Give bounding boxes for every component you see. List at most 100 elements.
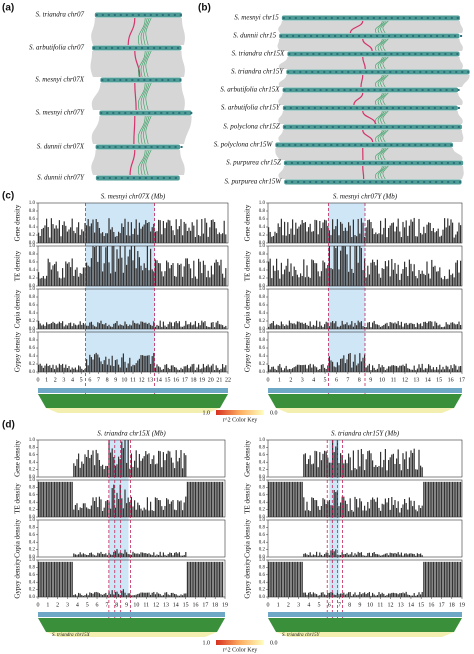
density-bar [309,591,311,597]
density-bar [404,366,406,372]
density-bar [450,322,452,329]
density-bar [271,278,273,286]
density-bar [412,553,414,557]
density-bar [365,367,367,372]
density-bar [121,590,123,597]
density-bar [429,222,431,243]
track-dot [100,112,103,114]
density-bar [42,276,44,286]
y-tick-label: 0.2 [259,548,266,553]
density-bar [456,231,458,243]
density-bar [183,221,185,243]
track-dot [441,181,444,183]
density-bar [81,554,83,557]
density-bar [357,320,359,329]
density-bar [343,355,345,372]
density-bar [420,323,422,329]
density-bar [100,361,102,372]
density-bar [333,551,335,557]
density-bar [271,366,273,372]
density-bar [100,320,102,329]
density-bar [306,463,308,477]
density-bar [188,481,190,517]
density-bar [44,561,46,597]
density-bar [304,510,306,517]
track-dot [349,107,352,109]
density-bar [164,271,166,286]
y-tick-label: 0.8 [29,486,36,491]
density-bar [204,264,206,286]
density-bar [312,592,314,597]
pink-link [362,38,373,52]
density-bar [122,553,124,557]
density-bar [429,365,431,372]
track-dot [165,47,168,49]
density-bar [332,361,334,372]
density-bar [146,355,148,372]
density-bar [287,481,289,517]
track-dot [107,79,110,81]
density-bar [272,321,274,329]
density-bar [455,481,457,517]
density-bar [174,367,176,372]
density-bar [222,273,224,286]
density-bar [423,321,425,329]
density-bar [325,321,327,329]
density-bar [129,249,131,286]
density-bar [282,481,284,517]
density-bar [445,227,447,243]
track-dot [384,144,387,146]
density-bar [138,593,140,597]
track-dot [445,89,448,91]
density-bar [121,553,123,557]
density-bar [98,246,100,286]
track-dot [120,146,123,148]
density-bar [111,554,113,557]
density-bar [68,262,70,286]
track-dot [174,146,177,148]
density-bar [292,219,294,243]
track-dot [307,107,310,109]
density-bar [333,246,335,286]
density-bar [391,553,393,557]
density-bar [223,277,225,286]
density-bar [196,326,198,329]
chromosome-track [99,110,192,116]
track-dot [155,14,158,16]
y-tick-label: 0.8 [259,209,266,214]
synteny-ribbon [278,93,463,105]
y-tick-label: 0.8 [29,566,36,571]
density-bar [384,370,386,372]
track-dot [284,162,287,164]
y-tick-label: 0.8 [259,338,266,343]
x-tick-label: 9 [358,602,361,608]
density-bar [389,322,391,329]
x-tick-label: 12 [139,377,145,383]
density-bar [214,327,216,329]
density-bar [79,507,81,517]
density-bar [68,229,70,243]
density-bar [114,551,116,557]
density-bar [218,561,220,597]
track-dot [384,53,387,55]
density-bar [343,592,345,597]
density-bar [284,269,286,286]
density-bar [432,561,434,597]
density-bar [151,555,153,557]
x-tick-label: 15 [436,377,442,383]
density-bar [46,218,48,243]
density-bar [126,462,128,477]
density-bar [420,273,422,286]
y-tick-label: 0.4 [29,225,36,230]
density-bar [335,367,337,372]
green-link [140,17,148,46]
green-link [382,20,389,34]
track-dot [137,79,140,81]
density-bar [360,552,362,557]
density-bar [357,363,359,372]
density-bar [89,509,91,517]
density-bar [269,481,271,517]
density-bar [178,369,180,372]
density-bar [365,459,367,477]
density-bar [78,222,80,243]
